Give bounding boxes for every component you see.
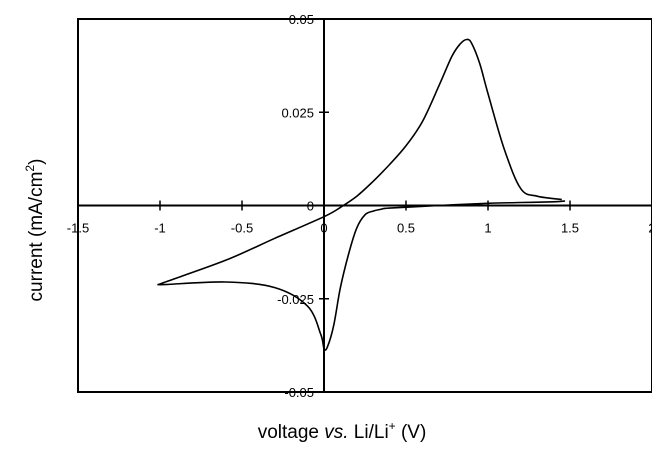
- y-tick-label: -0.025: [277, 292, 314, 307]
- x-tick-label: 0: [320, 221, 327, 236]
- x-axis-title: voltage vs. Li/Li+ (V): [258, 419, 427, 443]
- y-tick-label: -0.05: [284, 385, 314, 400]
- y-axis-title: current (mA/cm2): [23, 159, 47, 302]
- x-axis-title-tail: (V): [396, 422, 427, 443]
- ticks-layer: -1.5 -1 -0.5 0 0.5 1 1.5 2 -0.05 -0.025 0 0.025 0.05: [67, 12, 652, 400]
- x-tick-label: -1.5: [67, 221, 89, 236]
- cv-series-line: [157, 38, 566, 351]
- y-axis-title-tail: ): [26, 159, 47, 165]
- y-tick-label: 0.05: [289, 12, 314, 27]
- x-tick-label: 0.5: [397, 221, 415, 236]
- x-axis-title-superscript: +: [389, 419, 396, 433]
- y-tick-label: 0: [307, 199, 314, 214]
- x-tick-label: -1: [154, 221, 166, 236]
- y-tick-label: 0.025: [281, 105, 314, 120]
- x-tick-label: 1: [484, 221, 491, 236]
- x-axis-title-mid: Li/Li: [349, 422, 389, 443]
- x-tick-label: -0.5: [231, 221, 253, 236]
- y-axis-title-superscript: 2: [23, 165, 37, 172]
- series-layer: [157, 38, 566, 351]
- x-axis-title-italic: vs.: [324, 422, 348, 443]
- axes-layer: [78, 19, 652, 392]
- x-tick-label: 2: [648, 221, 652, 236]
- x-tick-label: 1.5: [561, 221, 579, 236]
